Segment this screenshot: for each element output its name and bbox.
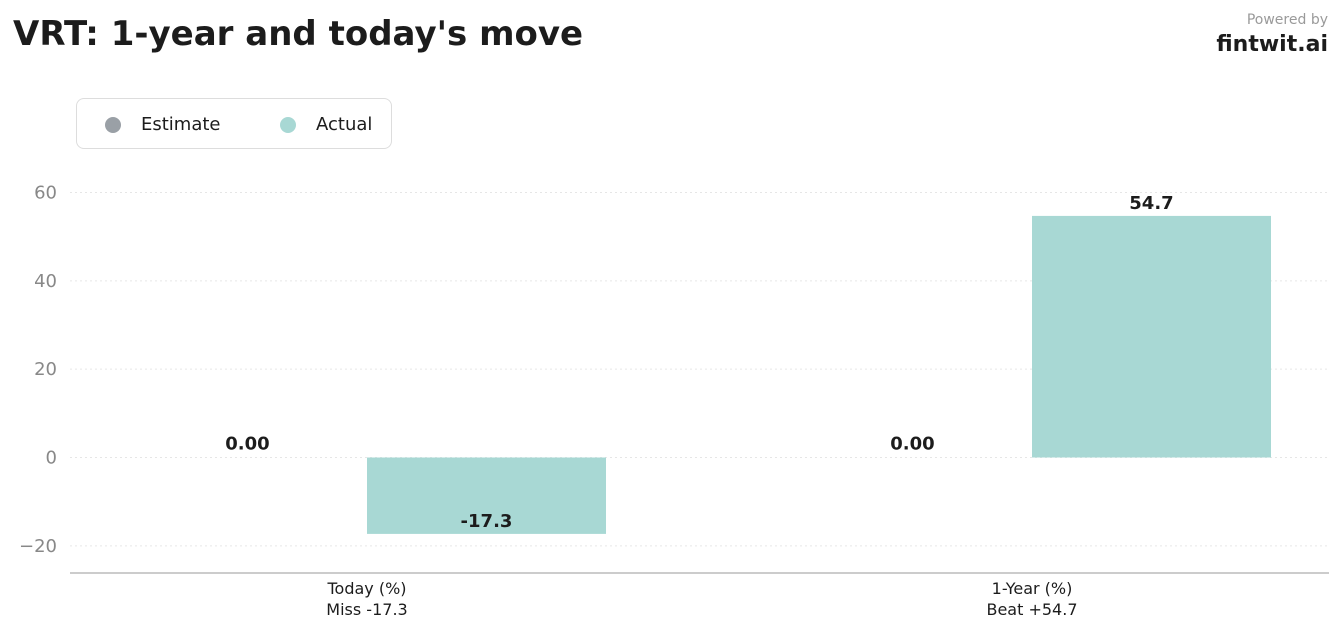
legend-item-estimate: Estimate [105,99,221,150]
legend-dot-estimate [105,116,121,133]
bar-actual [1032,215,1271,458]
x-category-label: 1-Year (%) [992,579,1073,598]
chart-legend: Estimate Actual [76,98,392,149]
y-tick-label: 0 [46,448,57,469]
bar-actual [367,457,606,534]
legend-dot-actual [280,116,296,133]
y-tick-label: 60 [34,183,57,204]
legend-label-actual: Actual [316,114,373,135]
legend-item-actual: Actual [280,99,372,150]
brand-name: fintwit.ai [1216,32,1328,57]
x-category-sublabel: Miss -17.3 [326,600,407,619]
y-tick-label: −20 [19,536,57,557]
chart-title: VRT: 1-year and today's move [13,14,584,54]
x-category-sublabel: Beat +54.7 [986,600,1077,619]
x-category-label: Today (%) [326,579,406,598]
data-label-actual: -17.3 [461,511,513,532]
powered-by-label: Powered by [1246,12,1328,28]
data-label-actual: 54.7 [1129,193,1173,214]
data-label-estimate: 0.00 [890,434,934,455]
y-tick-label: 40 [34,271,57,292]
y-tick-label: 20 [34,359,57,380]
legend-label-estimate: Estimate [141,114,221,135]
data-label-estimate: 0.00 [225,434,269,455]
